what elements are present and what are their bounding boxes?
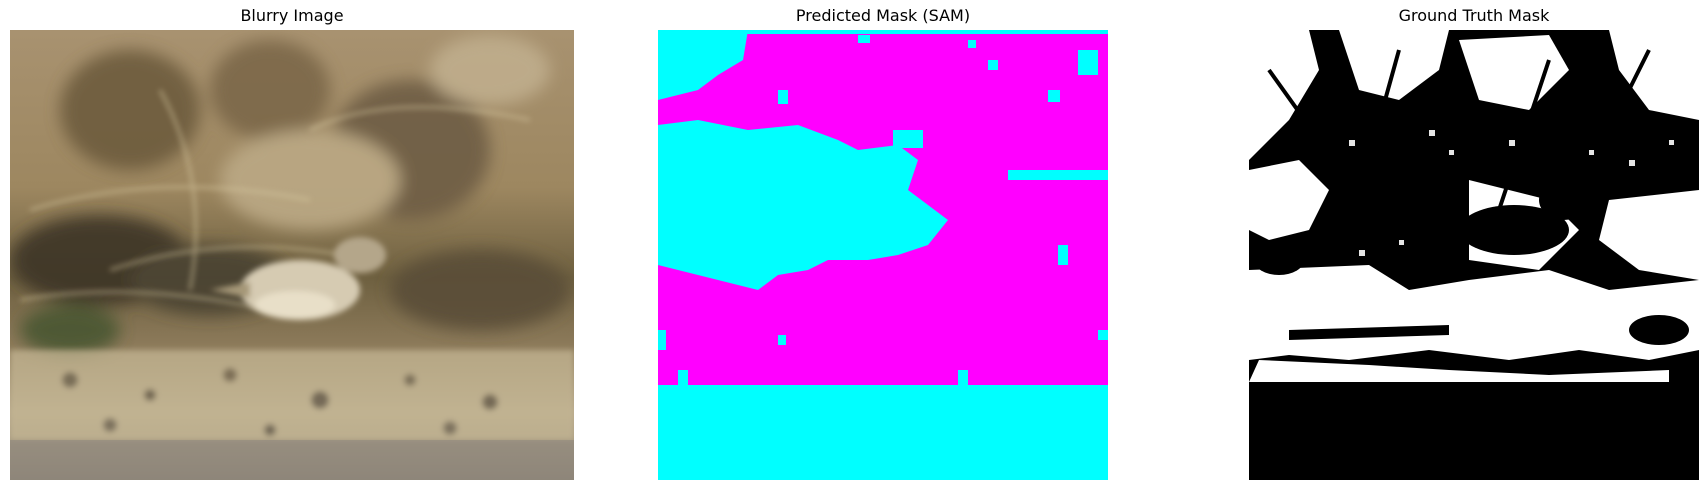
ground-truth-mask-panel: [1249, 30, 1699, 480]
blurry-image-panel: [10, 30, 574, 480]
predicted-mask-image: [658, 30, 1108, 480]
ground-truth-mask-image: [1249, 30, 1699, 480]
predicted-mask-panel: [658, 30, 1108, 480]
blurry-image-title: Blurry Image: [240, 6, 344, 25]
predicted-mask-title: Predicted Mask (SAM): [795, 6, 971, 25]
ground-truth-mask-title: Ground Truth Mask: [1398, 6, 1550, 25]
blurry-bird-photo: [10, 30, 574, 480]
